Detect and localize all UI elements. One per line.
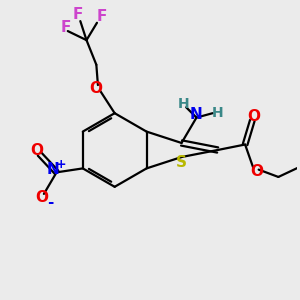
Text: O: O [250,164,263,178]
Text: F: F [60,20,70,35]
Text: O: O [35,190,48,205]
Text: H: H [211,106,223,120]
Text: -: - [47,195,54,210]
Text: O: O [31,143,44,158]
Text: F: F [96,9,106,24]
Text: N: N [190,106,203,122]
Text: H: H [177,97,189,111]
Text: O: O [89,80,102,95]
Text: O: O [247,109,260,124]
Text: N: N [47,163,59,178]
Text: +: + [56,158,66,172]
Text: F: F [73,7,83,22]
Text: S: S [176,155,187,170]
